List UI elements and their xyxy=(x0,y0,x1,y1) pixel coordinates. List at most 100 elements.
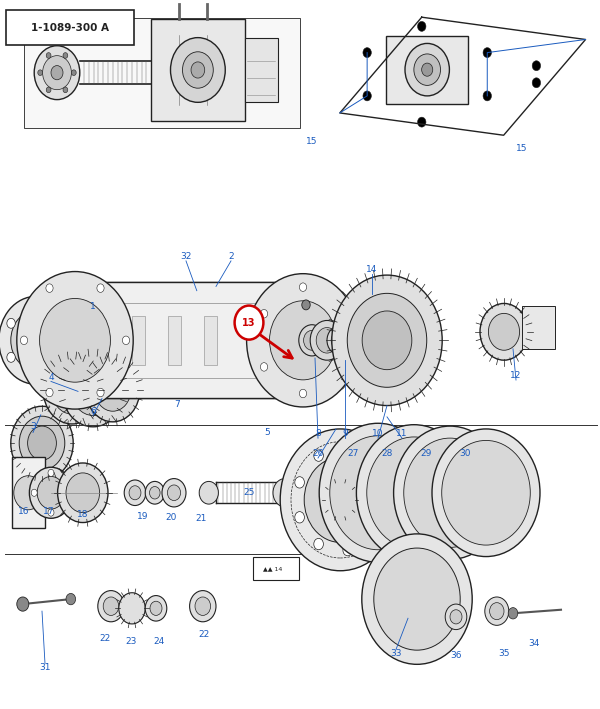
Circle shape xyxy=(273,479,297,507)
Text: 22: 22 xyxy=(199,630,209,639)
Circle shape xyxy=(195,597,211,615)
Circle shape xyxy=(167,485,181,501)
Text: 30: 30 xyxy=(459,450,471,458)
Circle shape xyxy=(304,457,376,542)
Circle shape xyxy=(299,389,307,398)
Circle shape xyxy=(149,486,160,499)
Circle shape xyxy=(17,272,133,409)
Circle shape xyxy=(338,363,346,372)
Circle shape xyxy=(129,486,141,500)
Circle shape xyxy=(196,320,230,360)
Circle shape xyxy=(188,311,238,370)
Circle shape xyxy=(331,331,347,350)
Circle shape xyxy=(170,315,214,366)
Circle shape xyxy=(319,423,437,562)
Circle shape xyxy=(98,591,124,622)
Circle shape xyxy=(7,318,15,328)
Circle shape xyxy=(310,320,344,360)
Text: 32: 32 xyxy=(181,252,191,261)
Circle shape xyxy=(394,426,506,559)
Text: 1-1089-300 A: 1-1089-300 A xyxy=(31,23,109,33)
Bar xyxy=(183,306,240,374)
Circle shape xyxy=(295,476,304,488)
Circle shape xyxy=(247,274,359,407)
Circle shape xyxy=(34,45,80,100)
Text: 4: 4 xyxy=(48,373,54,381)
Circle shape xyxy=(32,301,40,311)
Circle shape xyxy=(379,494,388,506)
Circle shape xyxy=(445,604,467,630)
Circle shape xyxy=(260,309,268,318)
Text: 35: 35 xyxy=(498,649,510,658)
Circle shape xyxy=(71,364,115,415)
Text: 31: 31 xyxy=(39,664,51,672)
Circle shape xyxy=(7,352,15,362)
Text: 24: 24 xyxy=(154,637,164,646)
Circle shape xyxy=(11,406,73,480)
Circle shape xyxy=(314,538,323,549)
Bar xyxy=(253,557,299,580)
Text: 34: 34 xyxy=(529,640,539,648)
Circle shape xyxy=(0,296,73,384)
Circle shape xyxy=(235,306,263,340)
Circle shape xyxy=(19,416,65,470)
Circle shape xyxy=(295,512,304,523)
Circle shape xyxy=(51,66,63,80)
Circle shape xyxy=(199,481,218,504)
Text: 2: 2 xyxy=(228,252,234,261)
Circle shape xyxy=(43,356,101,424)
Bar xyxy=(132,316,145,365)
Bar xyxy=(245,38,278,102)
Circle shape xyxy=(119,593,145,624)
Circle shape xyxy=(57,318,65,328)
Text: 19: 19 xyxy=(137,512,149,520)
Circle shape xyxy=(404,438,496,547)
Circle shape xyxy=(260,362,268,372)
Circle shape xyxy=(343,545,353,556)
Circle shape xyxy=(46,389,53,397)
Circle shape xyxy=(46,87,51,93)
Circle shape xyxy=(343,444,353,455)
Circle shape xyxy=(28,426,56,460)
Circle shape xyxy=(363,48,371,57)
Circle shape xyxy=(368,527,378,538)
Bar xyxy=(168,316,181,365)
Circle shape xyxy=(182,52,213,88)
Text: ▲▲ 14: ▲▲ 14 xyxy=(263,566,283,571)
Circle shape xyxy=(299,325,325,356)
Circle shape xyxy=(150,601,162,615)
Circle shape xyxy=(340,329,359,352)
Circle shape xyxy=(66,593,76,605)
Circle shape xyxy=(323,480,357,520)
Circle shape xyxy=(368,462,378,473)
Circle shape xyxy=(71,70,76,76)
Text: 15: 15 xyxy=(306,138,318,146)
Bar xyxy=(51,320,183,360)
Circle shape xyxy=(52,366,92,414)
Circle shape xyxy=(58,463,108,523)
Text: 7: 7 xyxy=(174,400,180,408)
Circle shape xyxy=(191,62,205,78)
Text: 15: 15 xyxy=(516,145,528,153)
Circle shape xyxy=(418,21,426,31)
Circle shape xyxy=(480,303,528,360)
Circle shape xyxy=(66,473,100,513)
Circle shape xyxy=(347,294,427,387)
Circle shape xyxy=(332,275,442,406)
Circle shape xyxy=(11,311,61,370)
Text: 18: 18 xyxy=(77,510,89,518)
Text: 6: 6 xyxy=(90,407,96,415)
Circle shape xyxy=(97,284,104,292)
FancyBboxPatch shape xyxy=(6,10,134,45)
Text: 23: 23 xyxy=(125,637,136,646)
Circle shape xyxy=(38,70,43,76)
Circle shape xyxy=(145,481,164,504)
Circle shape xyxy=(280,429,400,571)
Text: 13: 13 xyxy=(242,318,256,328)
Text: 20: 20 xyxy=(166,513,176,522)
Circle shape xyxy=(29,467,73,518)
Circle shape xyxy=(40,298,110,382)
Circle shape xyxy=(25,328,47,353)
Circle shape xyxy=(31,489,37,496)
Text: 12: 12 xyxy=(511,372,521,380)
